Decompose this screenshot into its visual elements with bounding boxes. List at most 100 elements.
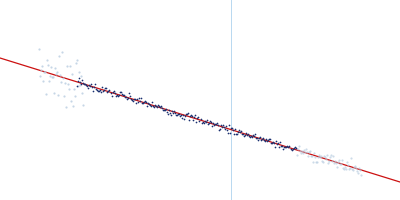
Point bbox=[218, 123, 224, 127]
Point bbox=[310, 151, 317, 154]
Point bbox=[128, 98, 135, 101]
Point bbox=[347, 167, 353, 170]
Point bbox=[179, 116, 186, 119]
Point bbox=[57, 73, 63, 76]
Point bbox=[354, 170, 360, 173]
Point bbox=[333, 161, 339, 164]
Point bbox=[156, 105, 162, 108]
Point bbox=[264, 139, 270, 142]
Point bbox=[62, 82, 68, 85]
Point bbox=[319, 159, 325, 163]
Point bbox=[263, 137, 270, 140]
Point bbox=[50, 76, 56, 79]
Point bbox=[312, 161, 319, 164]
Point bbox=[85, 87, 92, 90]
Point bbox=[216, 128, 222, 131]
Point bbox=[77, 81, 83, 84]
Point bbox=[306, 150, 313, 153]
Point bbox=[81, 82, 88, 86]
Point bbox=[70, 105, 76, 108]
Point bbox=[251, 135, 257, 138]
Point bbox=[317, 156, 323, 159]
Point bbox=[259, 138, 265, 141]
Point bbox=[143, 100, 149, 104]
Point bbox=[330, 155, 336, 158]
Point bbox=[226, 123, 232, 126]
Point bbox=[295, 145, 302, 148]
Point bbox=[212, 123, 219, 126]
Point bbox=[74, 84, 80, 87]
Point bbox=[139, 101, 145, 104]
Point bbox=[75, 85, 81, 88]
Point bbox=[271, 142, 278, 145]
Point bbox=[294, 148, 301, 151]
Point bbox=[126, 92, 132, 95]
Point bbox=[102, 86, 109, 89]
Point bbox=[86, 83, 92, 86]
Point bbox=[205, 121, 212, 125]
Point bbox=[46, 79, 52, 83]
Point bbox=[45, 64, 51, 67]
Point bbox=[234, 133, 240, 136]
Point bbox=[350, 168, 356, 171]
Point bbox=[245, 132, 251, 136]
Point bbox=[189, 114, 196, 117]
Point bbox=[351, 165, 358, 168]
Point bbox=[171, 109, 178, 113]
Point bbox=[196, 120, 203, 123]
Point bbox=[281, 145, 288, 148]
Point bbox=[82, 82, 88, 86]
Point bbox=[276, 145, 282, 149]
Point bbox=[275, 141, 282, 144]
Point bbox=[49, 76, 55, 79]
Point bbox=[64, 64, 70, 67]
Point bbox=[212, 122, 218, 125]
Point bbox=[71, 88, 77, 91]
Point bbox=[178, 113, 184, 116]
Point bbox=[260, 137, 266, 140]
Point bbox=[224, 128, 230, 132]
Point bbox=[51, 91, 57, 94]
Point bbox=[152, 103, 158, 106]
Point bbox=[279, 144, 286, 147]
Point bbox=[232, 127, 238, 130]
Point bbox=[308, 154, 314, 158]
Point bbox=[268, 141, 274, 144]
Point bbox=[255, 139, 261, 142]
Point bbox=[80, 82, 86, 85]
Point bbox=[197, 117, 204, 121]
Point bbox=[38, 69, 44, 72]
Point bbox=[185, 111, 192, 115]
Point bbox=[235, 131, 241, 134]
Point bbox=[214, 124, 221, 127]
Point bbox=[290, 146, 297, 149]
Point bbox=[342, 165, 348, 169]
Point bbox=[68, 99, 74, 102]
Point bbox=[76, 70, 82, 74]
Point bbox=[94, 88, 100, 92]
Point bbox=[100, 89, 107, 92]
Point bbox=[254, 137, 260, 140]
Point bbox=[334, 166, 340, 169]
Point bbox=[77, 84, 83, 87]
Point bbox=[162, 109, 168, 112]
Point bbox=[346, 167, 352, 170]
Point bbox=[147, 104, 153, 107]
Point bbox=[293, 154, 300, 157]
Point bbox=[144, 104, 150, 108]
Point bbox=[343, 167, 349, 170]
Point bbox=[120, 93, 127, 97]
Point bbox=[110, 90, 117, 93]
Point bbox=[72, 95, 78, 98]
Point bbox=[284, 145, 291, 148]
Point bbox=[47, 74, 53, 77]
Point bbox=[153, 105, 159, 108]
Point bbox=[355, 171, 362, 174]
Point bbox=[267, 138, 274, 141]
Point bbox=[308, 154, 315, 158]
Point bbox=[44, 58, 50, 61]
Point bbox=[96, 89, 102, 93]
Point bbox=[106, 89, 113, 92]
Point bbox=[344, 160, 350, 163]
Point bbox=[277, 141, 284, 144]
